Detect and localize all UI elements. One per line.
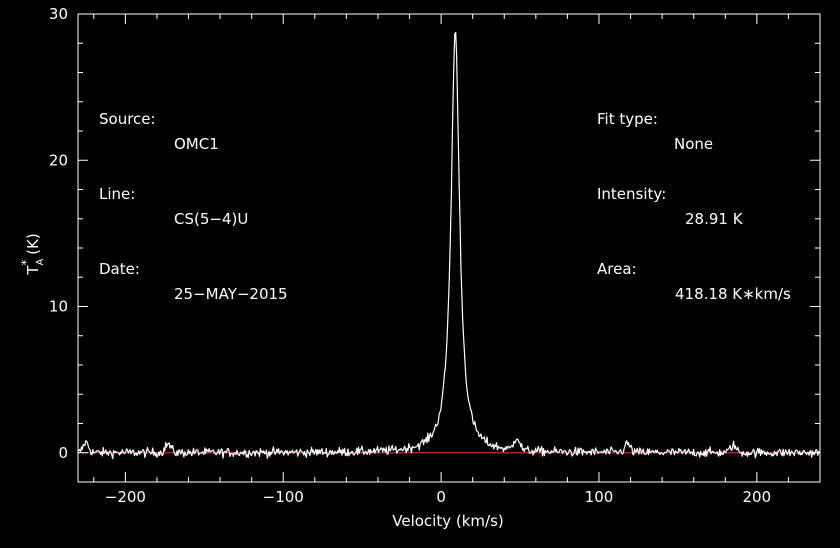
y-axis-label: TA* (K) <box>19 233 46 275</box>
area-label: Area: <box>597 260 637 278</box>
spectrum-line <box>77 31 820 460</box>
source-value: OMC1 <box>174 135 219 153</box>
y-label-sup: * <box>19 260 33 266</box>
line-label: Line: <box>99 185 136 203</box>
x-tick-label: 0 <box>436 488 446 506</box>
x-tick-label: −200 <box>105 488 146 506</box>
fit-row: Fit type: None <box>597 82 817 153</box>
intensity-label: Intensity: <box>597 185 667 203</box>
area-value: 418.18 K∗km/s <box>675 285 791 303</box>
fit-label: Fit type: <box>597 110 658 128</box>
intensity-value: 28.91 K <box>685 210 743 228</box>
tick-labels: −200 −100 0 100 200 0 10 20 30 <box>49 5 771 506</box>
date-row: Date: 25−MAY−2015 <box>99 232 319 303</box>
y-tick-label: 20 <box>49 151 68 169</box>
header-left: Source: OMC1 Line: CS(5−4)U Date: 25−MAY… <box>99 32 319 303</box>
y-label-main: T <box>24 265 42 276</box>
svg-text:TA* (K): TA* (K) <box>19 233 46 275</box>
date-label: Date: <box>99 260 140 278</box>
y-label-unit: (K) <box>24 233 42 259</box>
area-row: Area: 418.18 K∗km/s <box>597 232 817 303</box>
header-right: Fit type: None Intensity: 28.91 K Area: … <box>597 32 817 303</box>
intensity-row: Intensity: 28.91 K <box>597 157 817 228</box>
line-value: CS(5−4)U <box>174 210 249 228</box>
x-tick-label: −100 <box>263 488 304 506</box>
y-tick-label: 10 <box>49 298 68 316</box>
fit-value: None <box>674 135 714 153</box>
date-value: 25−MAY−2015 <box>174 285 288 303</box>
x-axis-label: Velocity (km/s) <box>392 512 503 530</box>
axis-ticks <box>78 13 821 483</box>
x-tick-label: 200 <box>743 488 772 506</box>
y-tick-label: 0 <box>58 444 68 462</box>
y-tick-label: 30 <box>49 5 68 23</box>
y-label-sub: A <box>35 258 46 265</box>
source-label: Source: <box>99 110 156 128</box>
line-row: Line: CS(5−4)U <box>99 157 319 228</box>
x-tick-label: 100 <box>585 488 614 506</box>
source-row: Source: OMC1 <box>99 82 319 153</box>
